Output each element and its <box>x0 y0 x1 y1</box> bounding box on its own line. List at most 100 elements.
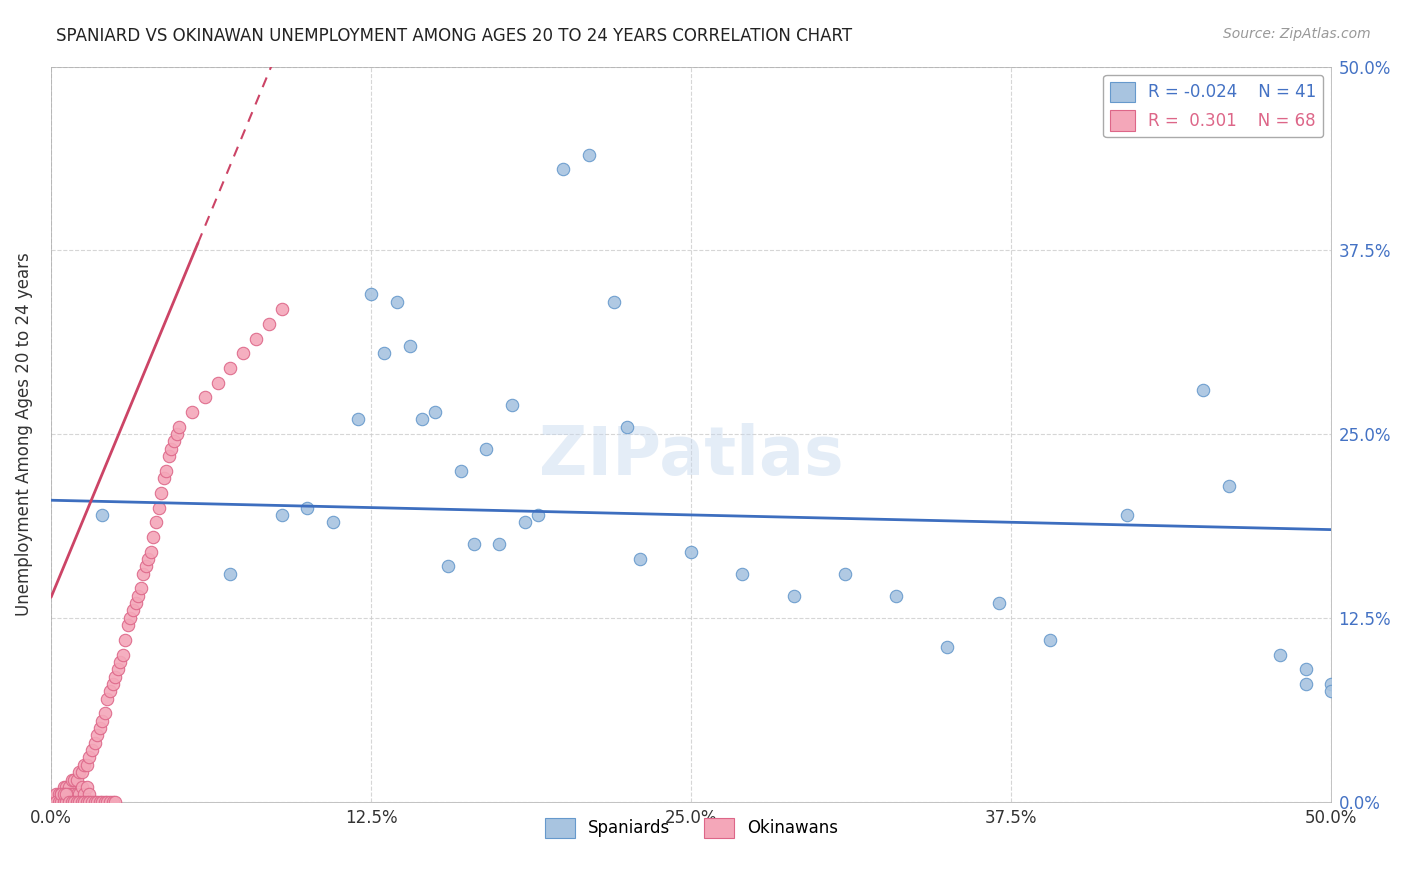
Point <box>55 787 77 801</box>
Point <box>98 684 121 698</box>
Point <box>138 552 160 566</box>
Point <box>80 795 103 809</box>
Point <box>1270 648 1292 662</box>
Point <box>52 795 75 809</box>
Point <box>513 516 536 530</box>
Point <box>70 765 93 780</box>
Point <box>1218 478 1240 492</box>
Point <box>987 596 1010 610</box>
Point <box>70 780 93 794</box>
Point <box>1192 383 1215 397</box>
Point <box>157 449 180 463</box>
Point <box>1295 677 1317 691</box>
Point <box>553 162 575 177</box>
Point <box>385 294 408 309</box>
Point <box>219 566 242 581</box>
Point <box>79 787 101 801</box>
Legend: Spaniards, Okinawans: Spaniards, Okinawans <box>538 811 845 845</box>
Point <box>73 795 96 809</box>
Point <box>1039 632 1062 647</box>
Point <box>135 559 157 574</box>
Point <box>45 795 67 809</box>
Point <box>167 419 190 434</box>
Point <box>155 464 177 478</box>
Point <box>101 677 124 691</box>
Point <box>501 398 523 412</box>
Point <box>270 302 292 317</box>
Point <box>107 662 129 676</box>
Point <box>108 655 131 669</box>
Point <box>526 508 548 522</box>
Point <box>51 787 73 801</box>
Point <box>83 736 105 750</box>
Point <box>89 721 111 735</box>
Point <box>834 566 856 581</box>
Point <box>373 346 395 360</box>
Point <box>94 706 117 721</box>
Point <box>66 772 89 787</box>
Point <box>66 795 89 809</box>
Point <box>127 589 149 603</box>
Point <box>132 566 155 581</box>
Point <box>360 287 382 301</box>
Point <box>450 464 472 478</box>
Point <box>411 412 433 426</box>
Point <box>48 795 70 809</box>
Point <box>145 516 167 530</box>
Point <box>160 442 183 456</box>
Point <box>51 787 73 801</box>
Point <box>96 795 118 809</box>
Point <box>76 757 98 772</box>
Point <box>681 544 703 558</box>
Point <box>1115 508 1137 522</box>
Point <box>139 544 162 558</box>
Point <box>150 486 173 500</box>
Point <box>180 405 202 419</box>
Point <box>76 780 98 794</box>
Point <box>91 795 114 809</box>
Point <box>79 750 101 764</box>
Point <box>55 780 77 794</box>
Point <box>80 743 103 757</box>
Point <box>91 714 114 728</box>
Point <box>52 780 75 794</box>
Point <box>124 596 146 610</box>
Point <box>1320 684 1343 698</box>
Point <box>58 780 80 794</box>
Point <box>101 795 124 809</box>
Point <box>98 795 121 809</box>
Point <box>884 589 907 603</box>
Point <box>475 442 498 456</box>
Point <box>257 317 280 331</box>
Point <box>52 787 75 801</box>
Point <box>232 346 254 360</box>
Point <box>166 427 188 442</box>
Point <box>96 691 118 706</box>
Point <box>936 640 959 655</box>
Point <box>152 471 174 485</box>
Point <box>60 787 83 801</box>
Point <box>437 559 460 574</box>
Point <box>120 611 142 625</box>
Point <box>463 537 485 551</box>
Point <box>616 419 638 434</box>
Point <box>83 795 105 809</box>
Point <box>782 589 804 603</box>
Point <box>603 294 626 309</box>
Point <box>55 787 77 801</box>
Point <box>67 795 90 809</box>
Point <box>295 500 318 515</box>
Point <box>48 787 70 801</box>
Point <box>94 795 117 809</box>
Point <box>67 787 90 801</box>
Point <box>245 332 267 346</box>
Point <box>347 412 370 426</box>
Point <box>322 516 344 530</box>
Point <box>628 552 651 566</box>
Point <box>91 508 114 522</box>
Point <box>219 360 242 375</box>
Point <box>51 795 73 809</box>
Point <box>86 795 108 809</box>
Point <box>58 787 80 801</box>
Text: Source: ZipAtlas.com: Source: ZipAtlas.com <box>1223 27 1371 41</box>
